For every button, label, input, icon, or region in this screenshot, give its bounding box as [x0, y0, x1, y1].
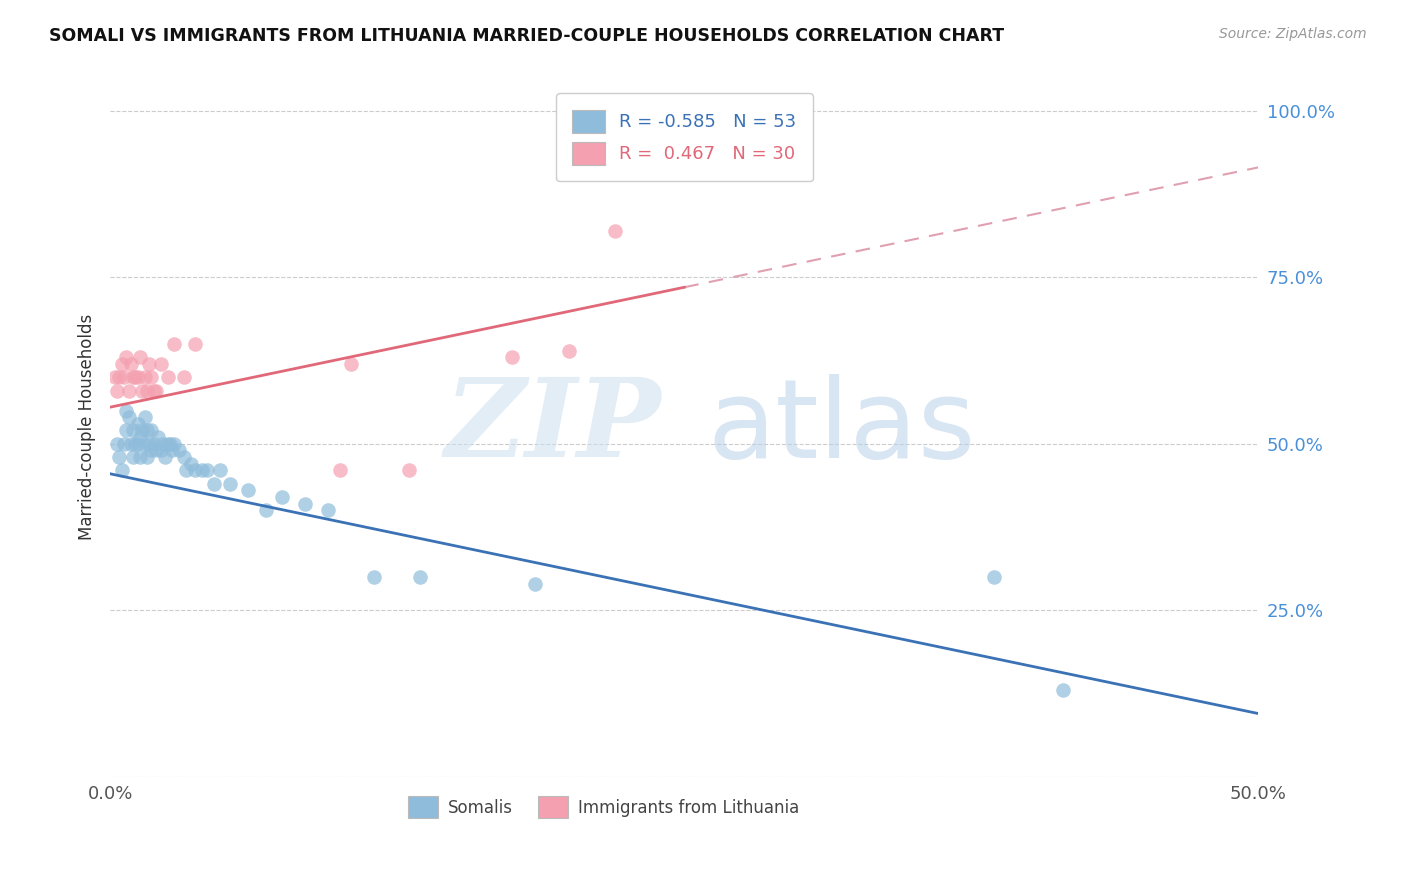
- Point: [318, 503, 340, 517]
- Point: [363, 570, 385, 584]
- Text: Source: ZipAtlas.com: Source: ZipAtlas.com: [1219, 27, 1367, 41]
- Point: [111, 463, 134, 477]
- Point: [124, 437, 146, 451]
- Point: [218, 476, 240, 491]
- Point: [409, 570, 432, 584]
- Point: [501, 350, 523, 364]
- Legend: Somalis, Immigrants from Lithuania: Somalis, Immigrants from Lithuania: [402, 789, 806, 824]
- Point: [271, 490, 294, 504]
- Point: [141, 370, 163, 384]
- Point: [131, 384, 153, 398]
- Point: [340, 357, 363, 371]
- Point: [236, 483, 259, 498]
- Point: [120, 437, 142, 451]
- Point: [605, 224, 627, 238]
- Point: [131, 424, 153, 438]
- Point: [1052, 683, 1074, 698]
- Point: [115, 403, 138, 417]
- Point: [141, 424, 163, 438]
- Point: [180, 457, 202, 471]
- Point: [524, 576, 547, 591]
- Point: [167, 443, 190, 458]
- Point: [111, 357, 134, 371]
- Text: ZIP: ZIP: [444, 374, 661, 481]
- Point: [145, 443, 167, 458]
- Point: [108, 370, 131, 384]
- Point: [115, 350, 138, 364]
- Point: [174, 463, 197, 477]
- Point: [398, 463, 420, 477]
- Point: [156, 370, 179, 384]
- Point: [159, 437, 181, 451]
- Point: [129, 350, 152, 364]
- Point: [195, 463, 218, 477]
- Point: [135, 424, 157, 438]
- Point: [294, 497, 316, 511]
- Point: [129, 450, 152, 464]
- Point: [173, 370, 195, 384]
- Point: [122, 424, 145, 438]
- Point: [115, 424, 138, 438]
- Point: [134, 370, 156, 384]
- Point: [104, 370, 127, 384]
- Point: [254, 503, 277, 517]
- Point: [138, 437, 160, 451]
- Point: [117, 410, 139, 425]
- Point: [138, 357, 160, 371]
- Point: [163, 337, 186, 351]
- Point: [160, 443, 183, 458]
- Point: [156, 437, 179, 451]
- Point: [163, 437, 186, 451]
- Point: [112, 437, 135, 451]
- Point: [112, 370, 135, 384]
- Point: [155, 450, 177, 464]
- Point: [134, 410, 156, 425]
- Point: [148, 430, 170, 444]
- Text: atlas: atlas: [707, 374, 976, 481]
- Point: [202, 476, 225, 491]
- Point: [120, 357, 142, 371]
- Point: [108, 450, 131, 464]
- Point: [558, 343, 581, 358]
- Point: [142, 437, 165, 451]
- Point: [149, 443, 172, 458]
- Point: [191, 463, 214, 477]
- Text: SOMALI VS IMMIGRANTS FROM LITHUANIA MARRIED-COUPLE HOUSEHOLDS CORRELATION CHART: SOMALI VS IMMIGRANTS FROM LITHUANIA MARR…: [49, 27, 1004, 45]
- Point: [983, 570, 1005, 584]
- Point: [329, 463, 352, 477]
- Point: [134, 437, 156, 451]
- Point: [105, 384, 128, 398]
- Point: [129, 430, 152, 444]
- Point: [145, 384, 167, 398]
- Point: [184, 337, 207, 351]
- Point: [142, 384, 165, 398]
- Y-axis label: Married-couple Households: Married-couple Households: [79, 314, 96, 541]
- Point: [135, 384, 157, 398]
- Point: [209, 463, 232, 477]
- Point: [105, 437, 128, 451]
- Point: [117, 384, 139, 398]
- Point: [127, 437, 149, 451]
- Point: [173, 450, 195, 464]
- Point: [184, 463, 207, 477]
- Point: [122, 450, 145, 464]
- Point: [127, 370, 149, 384]
- Point: [149, 357, 172, 371]
- Point: [122, 370, 145, 384]
- Point: [141, 443, 163, 458]
- Point: [127, 417, 149, 431]
- Point: [135, 450, 157, 464]
- Point: [124, 370, 146, 384]
- Point: [152, 437, 174, 451]
